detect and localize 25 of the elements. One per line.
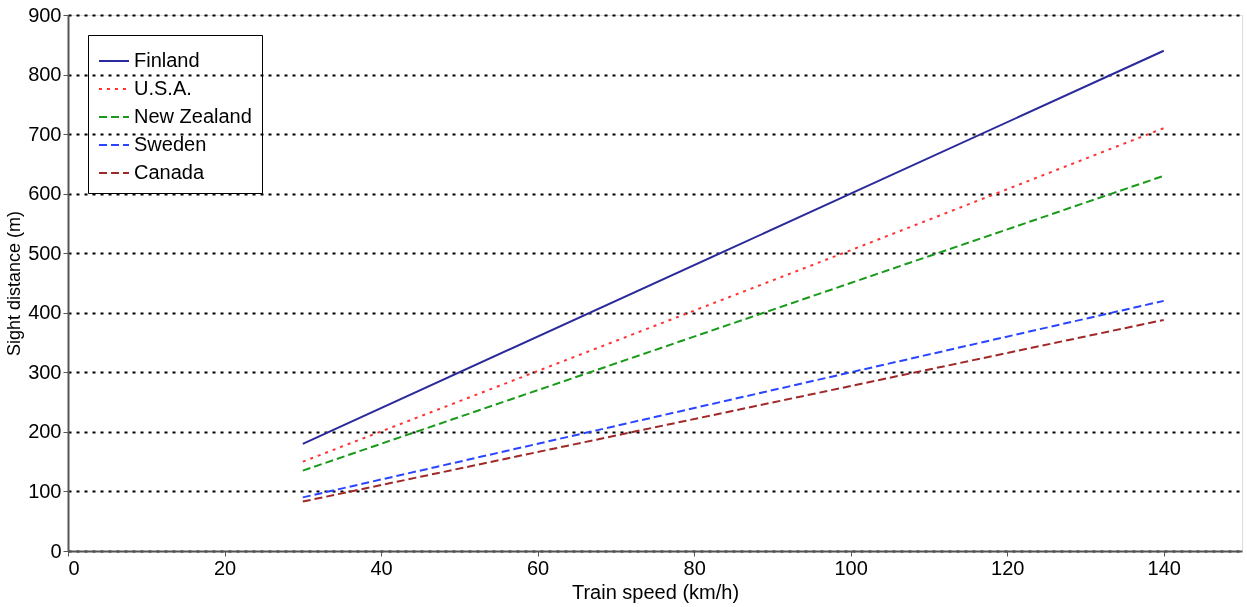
legend-label: Sweden bbox=[134, 133, 207, 155]
x-axis-title: Train speed (km/h) bbox=[571, 580, 740, 603]
x-tick-label: 100 bbox=[834, 556, 868, 579]
y-tick-label: 900 bbox=[28, 3, 62, 26]
y-tick-label: 100 bbox=[28, 479, 62, 502]
y-tick-label: 500 bbox=[28, 241, 62, 264]
legend-label: Finland bbox=[134, 49, 200, 71]
x-tick-label: 120 bbox=[991, 556, 1025, 579]
y-tick-label: 800 bbox=[28, 63, 62, 86]
x-tick-label: 80 bbox=[683, 556, 706, 579]
y-tick-label: 400 bbox=[28, 301, 62, 324]
y-tick-label: 300 bbox=[28, 360, 62, 383]
y-tick-label: 600 bbox=[28, 182, 62, 205]
y-tick-label: 200 bbox=[28, 420, 62, 443]
legend-label: Canada bbox=[134, 161, 205, 183]
y-tick-label: 700 bbox=[28, 122, 62, 145]
x-tick-label: 40 bbox=[370, 556, 393, 579]
x-tick-label: 60 bbox=[526, 556, 550, 579]
x-tick-label: 140 bbox=[1147, 556, 1181, 579]
legend-label: New Zealand bbox=[134, 105, 252, 127]
x-tick-label: 0 bbox=[68, 556, 80, 579]
x-tick-label: 20 bbox=[213, 556, 237, 579]
y-tick-label: 0 bbox=[50, 539, 62, 562]
legend-label: U.S.A. bbox=[134, 77, 192, 99]
y-axis-title: Sight distance (m) bbox=[4, 210, 25, 357]
